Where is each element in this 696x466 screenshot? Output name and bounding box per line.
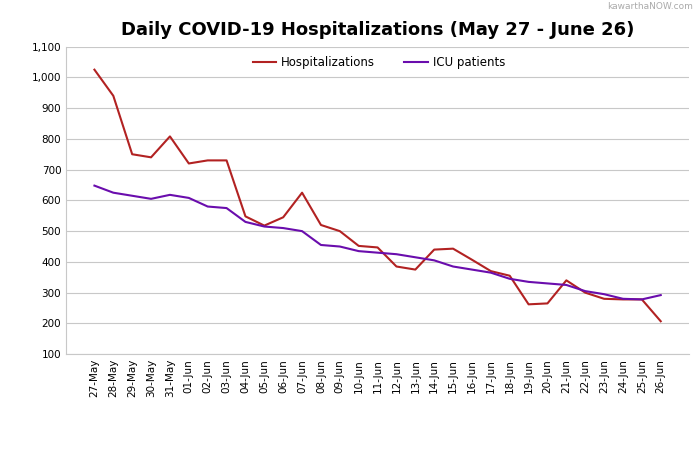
Hospitalizations [354, 243, 363, 249]
Line: ICU patients: ICU patients [95, 185, 661, 300]
Text: kawarthaNOW.com: kawarthaNOW.com [607, 2, 693, 11]
ICU patients [562, 282, 571, 288]
ICU patients [109, 190, 118, 196]
Hospitalizations [581, 290, 590, 295]
ICU patients [184, 195, 193, 201]
Hospitalizations [468, 257, 476, 262]
Hospitalizations [223, 158, 231, 163]
Hospitalizations [449, 246, 457, 252]
Title: Daily COVID-19 Hospitalizations (May 27 - June 26): Daily COVID-19 Hospitalizations (May 27 … [121, 21, 634, 40]
ICU patients [354, 248, 363, 254]
Hospitalizations [544, 301, 552, 306]
ICU patients [600, 291, 608, 297]
ICU patients [449, 264, 457, 269]
ICU patients [393, 252, 401, 257]
ICU patients [411, 254, 420, 260]
ICU patients [656, 292, 665, 298]
Hospitalizations [430, 247, 438, 253]
ICU patients [317, 242, 325, 248]
ICU patients [638, 297, 646, 302]
ICU patients [242, 219, 250, 225]
ICU patients [373, 250, 381, 255]
ICU patients [335, 244, 344, 249]
Hospitalizations [109, 93, 118, 99]
ICU patients [90, 183, 99, 188]
Hospitalizations [298, 190, 306, 196]
ICU patients [581, 288, 590, 294]
ICU patients [505, 276, 514, 281]
Hospitalizations [638, 297, 646, 302]
Hospitalizations [619, 297, 627, 302]
Hospitalizations [562, 278, 571, 283]
Hospitalizations [166, 134, 174, 139]
ICU patients [203, 204, 212, 209]
ICU patients [487, 270, 495, 275]
Line: Hospitalizations: Hospitalizations [95, 69, 661, 321]
ICU patients [430, 258, 438, 263]
Hospitalizations [411, 267, 420, 272]
Hospitalizations [656, 318, 665, 324]
ICU patients [619, 296, 627, 302]
Hospitalizations [524, 302, 532, 307]
ICU patients [166, 192, 174, 198]
ICU patients [279, 225, 287, 231]
Hospitalizations [279, 214, 287, 220]
ICU patients [260, 224, 269, 229]
ICU patients [298, 228, 306, 234]
ICU patients [223, 205, 231, 211]
Hospitalizations [147, 155, 155, 160]
Hospitalizations [184, 161, 193, 166]
Hospitalizations [600, 296, 608, 302]
Hospitalizations [128, 151, 136, 157]
Hospitalizations [260, 223, 269, 228]
Hospitalizations [317, 222, 325, 228]
Hospitalizations [373, 245, 381, 250]
Hospitalizations [90, 67, 99, 72]
Hospitalizations [203, 158, 212, 163]
Hospitalizations [487, 268, 495, 274]
Hospitalizations [335, 228, 344, 234]
ICU patients [128, 193, 136, 199]
Hospitalizations [242, 213, 250, 219]
ICU patients [147, 196, 155, 202]
ICU patients [524, 279, 532, 285]
ICU patients [468, 267, 476, 272]
Hospitalizations [393, 264, 401, 269]
ICU patients [544, 281, 552, 286]
Hospitalizations [505, 273, 514, 279]
Legend: Hospitalizations, ICU patients: Hospitalizations, ICU patients [249, 53, 509, 73]
